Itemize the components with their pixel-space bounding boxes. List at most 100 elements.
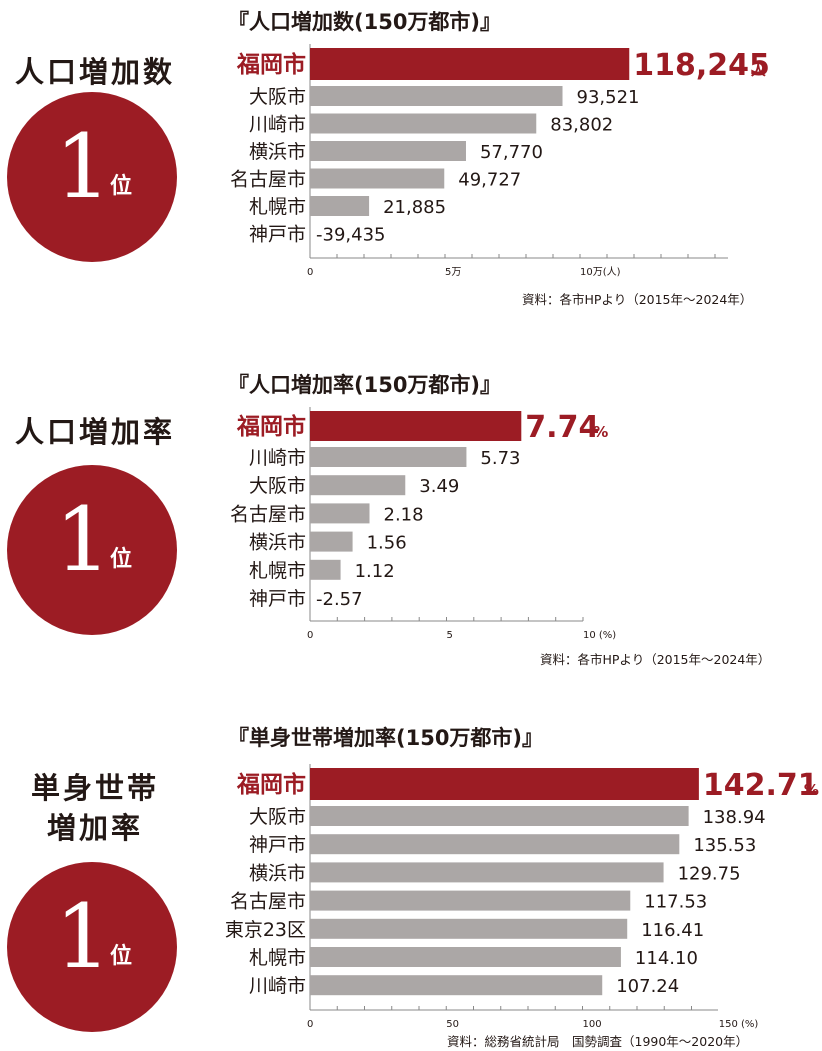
chart-1-source: 資料：各市HPより（2015年～2024年） — [522, 292, 753, 307]
chart-2-plot: 0 5 10 (%) 福岡市 7.74% 川崎市 5.73 大阪市 3.49 名古屋市 2.18 横浜… — [230, 407, 616, 641]
bar — [310, 918, 628, 939]
x-tick-label: 0 — [307, 630, 313, 641]
value-label: 1.56 — [367, 533, 407, 554]
bar — [310, 503, 370, 524]
category-label: 名古屋市 — [230, 169, 306, 191]
category-label: 神戸市 — [249, 834, 306, 856]
value-label: 2.18 — [384, 504, 424, 525]
category-label: 名古屋市 — [230, 503, 306, 525]
value-label: 117.53 — [644, 892, 707, 913]
section-1-rank-badge: 1 位 — [7, 92, 177, 262]
category-label: 福岡市 — [236, 51, 306, 78]
category-label: 横浜市 — [249, 862, 306, 884]
section-2-rank-suffix: 位 — [110, 547, 133, 572]
value-label: 116.41 — [641, 920, 704, 941]
category-label: 大阪市 — [249, 475, 306, 497]
section-1-rank-number: 1 — [55, 115, 111, 218]
section-1-rank-suffix: 位 — [110, 174, 133, 199]
chart-1-title: 『人口増加数(150万都市)』 — [228, 10, 502, 34]
bar — [310, 168, 445, 189]
value-label: 1.12 — [355, 561, 395, 582]
value-label: 135.53 — [693, 835, 756, 856]
value-label: 3.49 — [419, 476, 459, 497]
bar — [310, 531, 353, 552]
value-label: 57,770 — [480, 142, 543, 163]
category-label: 大阪市 — [249, 86, 306, 108]
category-label: 川崎市 — [249, 975, 306, 997]
value-label: -2.57 — [316, 589, 363, 610]
section-2-rank-badge: 1 位 — [7, 465, 177, 635]
category-label: 名古屋市 — [230, 891, 306, 913]
bar — [310, 862, 664, 883]
value-unit: % — [593, 423, 608, 441]
x-tick-label: 100 — [583, 1019, 602, 1030]
bar-highlight — [310, 411, 522, 441]
value-label: 114.10 — [635, 948, 698, 969]
section-3-title-line-2: 増加率 — [46, 811, 143, 845]
category-label: 札幌市 — [249, 947, 306, 969]
bar — [310, 86, 563, 106]
category-label: 川崎市 — [249, 447, 306, 469]
bar — [310, 559, 341, 580]
bar — [310, 475, 406, 496]
bar — [310, 141, 466, 161]
section-3-rank-badge: 1 位 — [7, 862, 177, 1032]
x-tick-label: 50 — [446, 1019, 459, 1030]
bar — [310, 975, 603, 996]
section-1-left-title: 人口増加数 — [0, 52, 190, 92]
section-3-rank-number: 1 — [55, 885, 111, 988]
value-label: 118,245 — [633, 48, 770, 83]
category-label: 横浜市 — [249, 141, 306, 163]
bar — [310, 806, 689, 826]
bar — [310, 890, 631, 911]
value-label: -39,435 — [316, 225, 385, 246]
category-label: 神戸市 — [249, 224, 306, 246]
x-tick-label: 0 — [307, 1019, 313, 1030]
bar — [310, 947, 621, 967]
category-label: 福岡市 — [236, 771, 306, 798]
chart-2-source: 資料：各市HPより（2015年～2024年） — [540, 652, 771, 667]
category-label: 福岡市 — [236, 413, 306, 440]
bar — [310, 196, 370, 216]
chart-2-title: 『人口増加率(150万都市)』 — [228, 373, 502, 397]
chart-3-plot: 0 50 100 150 (%) 福岡市 142.71% 大阪市 138.94 神戸市 135.5… — [225, 764, 819, 1030]
value-unit: 人 — [751, 61, 767, 79]
value-label: 93,521 — [577, 87, 640, 108]
category-label: 札幌市 — [249, 560, 306, 582]
bar — [310, 447, 467, 467]
value-label: 21,885 — [383, 197, 446, 218]
category-label: 川崎市 — [249, 114, 306, 136]
category-label: 東京23区 — [225, 919, 306, 941]
x-tick-label: 150 (%) — [719, 1019, 759, 1030]
value-label: 138.94 — [703, 807, 766, 828]
section-1-title-line: 人口増加数 — [14, 55, 175, 89]
x-tick-label: 10万(人) — [580, 266, 621, 278]
bar — [310, 113, 537, 134]
category-label: 札幌市 — [249, 196, 306, 218]
category-label: 横浜市 — [249, 532, 306, 554]
value-label: 5.73 — [480, 448, 520, 469]
category-label: 大阪市 — [249, 806, 306, 828]
value-unit: % — [804, 781, 819, 799]
bar-highlight — [310, 768, 699, 800]
section-3-rank-suffix: 位 — [110, 944, 133, 969]
value-label: 7.74 — [525, 410, 599, 445]
bar — [310, 834, 680, 855]
bar-highlight — [310, 48, 630, 80]
chart-3-source: 資料：総務省統計局 国勢調査（1990年～2020年） — [447, 1034, 749, 1049]
category-label: 神戸市 — [249, 588, 306, 610]
value-label: 49,727 — [458, 170, 521, 191]
value-label: 107.24 — [616, 976, 679, 997]
section-3-left-title: 単身世帯 増加率 — [0, 768, 190, 848]
value-label: 129.75 — [678, 863, 741, 884]
x-tick-label: 5 — [447, 630, 453, 641]
section-3-title-line-1: 単身世帯 — [30, 771, 159, 805]
value-label: 142.71 — [703, 768, 819, 803]
section-2-rank-number: 1 — [55, 488, 111, 591]
x-tick-label: 0 — [307, 267, 313, 278]
chart-3-title: 『単身世帯増加率(150万都市)』 — [228, 726, 544, 750]
x-tick-label: 10 (%) — [583, 630, 616, 641]
section-2-left-title: 人口増加率 — [0, 412, 190, 452]
section-2-title-line: 人口増加率 — [14, 415, 175, 449]
